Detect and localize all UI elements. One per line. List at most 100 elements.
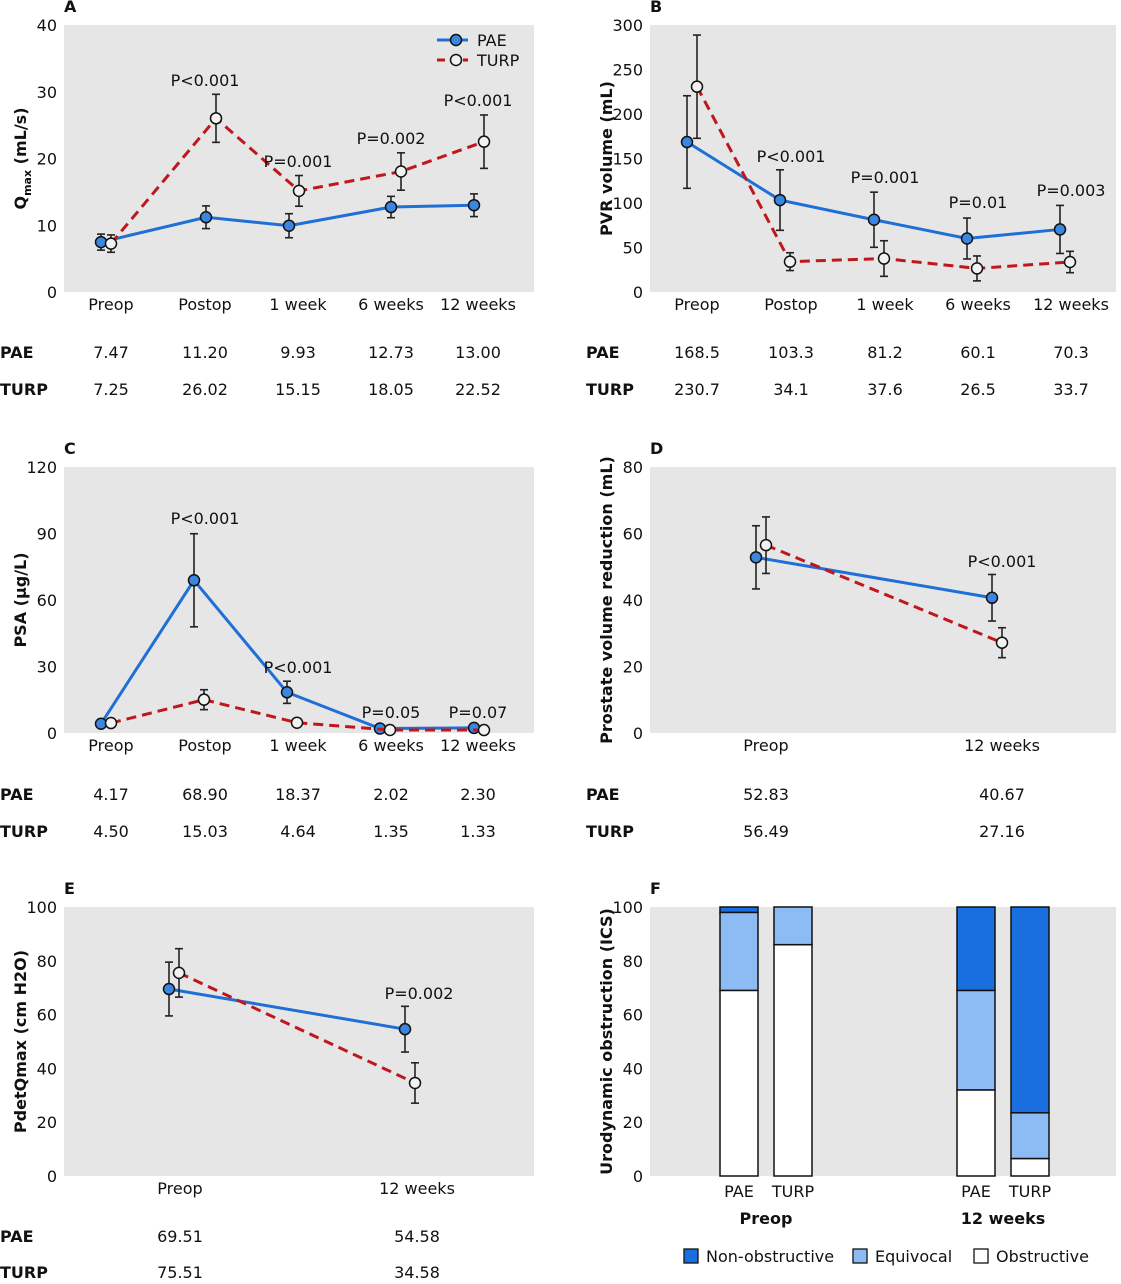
panel-title: B [650, 0, 662, 16]
y-axis-label: PdetQmax (cm H2O) [11, 950, 30, 1133]
bar-segment-obstructive [773, 943, 813, 1177]
bar-segment-equivocal [956, 989, 996, 1091]
y-tick-label: 60 [623, 1006, 643, 1025]
bar-segment-obstructive [719, 989, 759, 1177]
table-cell: 18.05 [368, 380, 414, 399]
p-value-label: P<0.001 [264, 658, 333, 677]
table-cell: 70.3 [1053, 343, 1089, 362]
legend-label-pae: PAE [477, 31, 507, 50]
table-cell: 34.58 [394, 1263, 440, 1280]
y-axis-label: PSA (µg/L) [11, 552, 30, 647]
p-value-label: P=0.003 [1037, 181, 1106, 200]
y-tick-label: 0 [633, 1167, 643, 1186]
y-tick-label: 60 [37, 1006, 57, 1025]
x-tick-label: Preop [743, 736, 788, 755]
y-tick-label: 0 [47, 283, 57, 302]
data-point-pae [467, 198, 481, 212]
legend-label: Non-obstructive [706, 1247, 834, 1266]
table-row-header-pae: PAE [586, 343, 620, 362]
y-tick-label: 80 [623, 458, 643, 477]
y-tick-label: 200 [612, 105, 643, 124]
x-tick-label: 12 weeks [964, 736, 1040, 755]
p-value-label: P<0.001 [171, 509, 240, 528]
data-point-turp [172, 966, 186, 980]
table-row-header-turp: TURP [586, 380, 634, 399]
legend-marker-pae [449, 33, 463, 47]
x-tick-label: 12 weeks [1033, 295, 1109, 314]
data-point-pae [960, 232, 974, 245]
bar-segment-non-obstructive [1010, 906, 1050, 1114]
table-cell: 54.58 [394, 1227, 440, 1246]
legend-label: Equivocal [875, 1247, 952, 1266]
table-row-header-turp: TURP [0, 1263, 48, 1280]
y-tick-label: 60 [37, 591, 57, 610]
table-cell: 2.30 [460, 785, 496, 804]
y-tick-label: 40 [623, 591, 643, 610]
x-tick-label: 6 weeks [358, 736, 424, 755]
table-cell: 13.00 [455, 343, 501, 362]
y-tick-label: 20 [623, 1113, 643, 1132]
legend-label: Obstructive [996, 1247, 1089, 1266]
table-cell: 81.2 [867, 343, 903, 362]
table-cell: 56.49 [743, 822, 789, 841]
data-point-turp [292, 184, 306, 198]
y-tick-label: 100 [26, 898, 57, 917]
y-tick-label: 90 [37, 525, 57, 544]
p-value-label: P=0.01 [949, 193, 1008, 212]
x-tick-label: Preop [88, 736, 133, 755]
table-cell: 4.17 [93, 785, 129, 804]
data-point-pae [749, 551, 763, 564]
table-cell: 52.83 [743, 785, 789, 804]
data-point-pae [384, 200, 398, 214]
y-tick-label: 60 [623, 525, 643, 544]
y-tick-label: 250 [612, 61, 643, 80]
series-line-pae [755, 555, 993, 600]
table-cell: 103.3 [768, 343, 814, 362]
table-row-header-turp: TURP [0, 822, 48, 841]
table-row-header-turp: TURP [0, 380, 48, 399]
bar-segment-equivocal [719, 911, 759, 992]
data-point-turp [690, 80, 704, 93]
y-axis-label: Qmax (mL/s) [11, 107, 34, 209]
table-row-header-pae: PAE [586, 785, 620, 804]
y-axis-label: Urodynamic obstruction (ICS) [597, 908, 616, 1175]
plot-background [650, 467, 1116, 733]
group-label: Preop [740, 1209, 793, 1228]
table-row-header-pae: PAE [0, 785, 34, 804]
panel-C: 0 30 60 90 120 C PSA (µg/L) Preop Postop 1 week 6 … [0, 439, 534, 841]
bar-label: TURP [1008, 1182, 1052, 1201]
y-tick-label: 30 [37, 658, 57, 677]
table-cell: 15.15 [275, 380, 321, 399]
p-value-label: P=0.07 [449, 703, 508, 722]
data-point-turp [477, 135, 491, 148]
table-cell: 26.5 [960, 380, 996, 399]
x-tick-label: 6 weeks [945, 295, 1011, 314]
data-point-turp [477, 723, 491, 737]
table-cell: 60.1 [960, 343, 996, 362]
x-tick-label: Postop [764, 295, 817, 314]
y-tick-label: 0 [47, 724, 57, 743]
y-tick-label: 20 [623, 658, 643, 677]
data-point-turp [877, 252, 891, 265]
x-tick-label: Preop [674, 295, 719, 314]
bar-segment-non-obstructive [719, 906, 759, 914]
p-value-label: P=0.001 [851, 168, 920, 187]
x-tick-label: Postop [178, 295, 231, 314]
y-axis-label-main: Q [11, 196, 30, 210]
data-point-pae [985, 591, 999, 605]
table-cell: 4.50 [93, 822, 129, 841]
y-tick-label: 300 [612, 16, 643, 35]
y-tick-label: 20 [37, 150, 57, 169]
data-point-turp [383, 723, 397, 737]
data-point-turp [197, 693, 211, 706]
bar-segment-obstructive [1010, 1157, 1050, 1177]
table-cell: 9.93 [280, 343, 316, 362]
panel-D: 0 20 40 60 80 D Prostate volume reduction (mL)… [586, 439, 1116, 841]
x-tick-label: Preop [88, 295, 133, 314]
y-axis-label: Prostate volume reduction (mL) [597, 456, 616, 744]
panel-A: 0 10 20 30 40 A Qmax (mL/s) Preop Postop 1 week 6 … [0, 0, 534, 399]
table-cell: 7.25 [93, 380, 129, 399]
group-label: 12 weeks [961, 1209, 1045, 1228]
y-tick-label: 150 [612, 150, 643, 169]
